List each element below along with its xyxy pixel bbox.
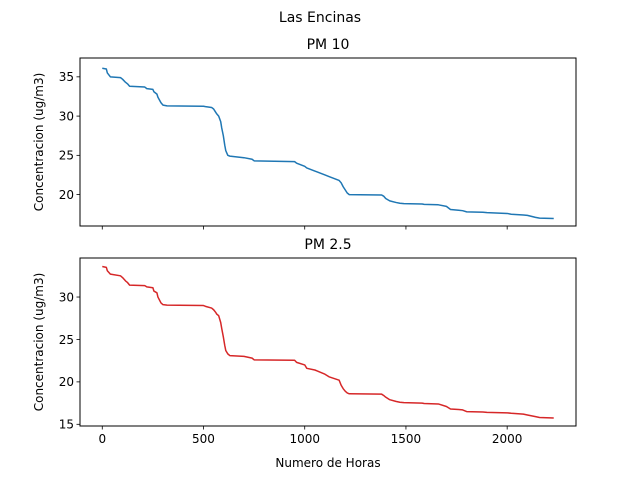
y-tick-label: 20	[59, 188, 74, 202]
y-tick-label: 35	[59, 70, 74, 84]
x-axis: 0 500 1000 1500 2000	[98, 426, 522, 446]
x-tick-label: 500	[192, 432, 215, 446]
series-line	[102, 67, 554, 220]
y-tick-label: 30	[59, 109, 74, 123]
y-tick-label: 25	[59, 333, 74, 347]
y-axis-label: Concentracion (ug/m3)	[32, 73, 46, 212]
subplot-title: PM 2.5	[304, 237, 351, 253]
subplot-title: PM 10	[307, 37, 350, 53]
x-axis	[101, 226, 508, 230]
y-tick-label: 25	[59, 149, 74, 163]
figure-suptitle: Las Encinas	[279, 10, 361, 26]
y-tick-label: 20	[59, 375, 74, 389]
subplot-pm10: PM 10 20 25 30 35 Concentracion (ug/m3)	[32, 37, 577, 230]
y-tick-label: 30	[59, 290, 74, 304]
subplot-pm25: PM 2.5 0 500 1000 1500 2000 15 20 25 30 Concent…	[32, 237, 577, 470]
x-tick-label: 1500	[391, 432, 422, 446]
x-tick-label: 2000	[492, 432, 523, 446]
x-tick-label: 0	[98, 432, 106, 446]
y-tick-label: 15	[59, 418, 74, 432]
y-axis: 20 25 30 35	[59, 70, 80, 202]
x-tick-label: 1000	[289, 432, 320, 446]
y-axis-label: Concentracion (ug/m3)	[32, 273, 46, 412]
series-line	[102, 265, 554, 419]
y-axis: 15 20 25 30	[59, 290, 80, 432]
plot-area	[102, 265, 554, 419]
axes-frame	[79, 257, 577, 427]
axes-frame	[79, 57, 577, 227]
plot-area	[102, 67, 554, 220]
x-axis-label: Numero de Horas	[275, 456, 380, 470]
